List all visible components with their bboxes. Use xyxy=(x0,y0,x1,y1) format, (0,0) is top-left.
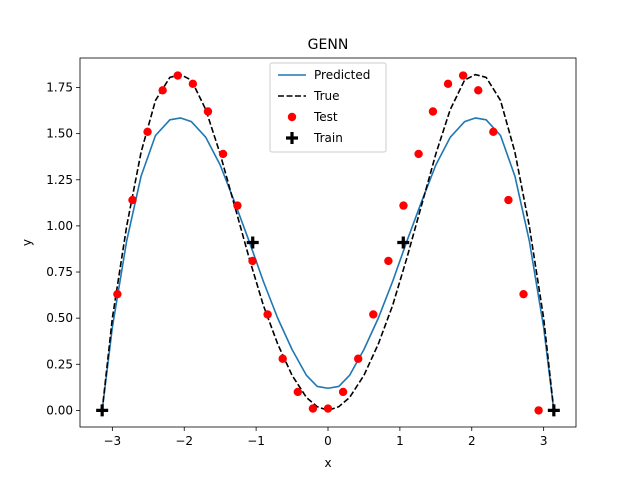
test-point xyxy=(188,79,198,89)
legend-label-predicted: Predicted xyxy=(314,68,370,82)
x-tick-label: 3 xyxy=(540,434,548,448)
x-tick-label: 0 xyxy=(324,434,332,448)
x-tick-label: −3 xyxy=(103,434,121,448)
x-tick-label: −1 xyxy=(247,434,265,448)
test-point xyxy=(323,404,333,413)
test-point xyxy=(474,86,483,95)
test-point xyxy=(399,201,408,210)
train-point xyxy=(246,236,259,249)
test-point xyxy=(113,289,122,299)
train-point xyxy=(397,236,410,249)
y-tick-label: 0.00 xyxy=(46,403,73,417)
legend-box xyxy=(269,62,387,153)
test-point xyxy=(143,127,152,136)
test-point xyxy=(278,354,287,363)
y-axis-title: y xyxy=(20,239,34,246)
test-point xyxy=(443,79,453,89)
test-point xyxy=(248,256,257,266)
legend: Predicted True Test Train xyxy=(269,62,387,153)
y-tick-label: 0.75 xyxy=(46,265,73,279)
x-tick-label: 1 xyxy=(396,434,404,448)
legend-handle-test xyxy=(287,112,297,122)
test-point xyxy=(414,149,423,159)
test-point xyxy=(128,195,137,205)
test-point xyxy=(263,310,272,319)
series-layer xyxy=(96,71,560,417)
test-point xyxy=(158,86,167,95)
test-point xyxy=(173,71,182,80)
chart-title: GENN xyxy=(308,37,349,53)
series-predicted-line xyxy=(101,117,555,411)
y-tick-label: 1.50 xyxy=(46,127,73,141)
test-point xyxy=(308,404,318,413)
x-axis-title: x xyxy=(324,456,331,470)
test-point xyxy=(293,387,303,397)
test-point xyxy=(534,406,543,415)
train-point xyxy=(96,404,109,417)
test-point xyxy=(519,289,528,299)
test-point xyxy=(218,149,228,159)
test-point xyxy=(203,107,213,116)
x-tick-label: −2 xyxy=(175,434,193,448)
test-point xyxy=(489,127,498,136)
test-point xyxy=(428,107,438,116)
test-point xyxy=(458,71,468,80)
test-point xyxy=(384,256,393,266)
test-point xyxy=(233,201,242,210)
test-point xyxy=(353,354,363,363)
y-tick-label: 0.25 xyxy=(46,357,73,371)
x-axis-ticks: −3 −2 −1 0 1 2 3 xyxy=(103,427,547,448)
y-tick-label: 1.00 xyxy=(46,219,73,233)
x-tick-label: 2 xyxy=(468,434,476,448)
legend-handle-train xyxy=(286,132,298,144)
test-point xyxy=(369,310,378,319)
test-point xyxy=(504,195,513,205)
legend-label-test: Test xyxy=(313,110,338,124)
y-axis-ticks: 0.00 0.25 0.50 0.75 1.00 1.25 1.50 1.75 xyxy=(46,81,80,417)
y-tick-label: 0.50 xyxy=(46,311,73,325)
y-tick-label: 1.75 xyxy=(46,81,73,95)
train-point xyxy=(547,404,560,417)
legend-label-true: True xyxy=(313,89,340,103)
legend-label-train: Train xyxy=(313,131,343,145)
test-point xyxy=(338,387,348,397)
y-tick-label: 1.25 xyxy=(46,173,73,187)
